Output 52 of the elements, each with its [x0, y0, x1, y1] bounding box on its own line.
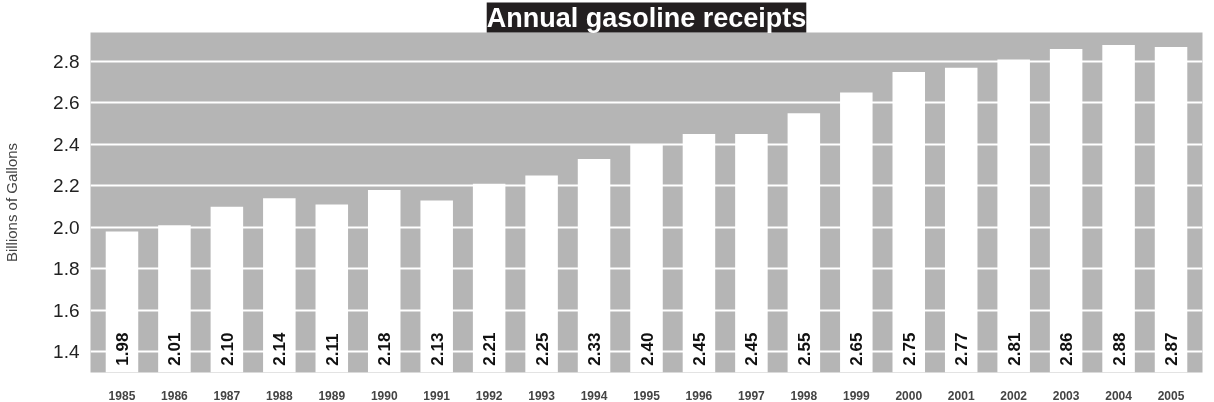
x-tick-label: 1996	[685, 388, 713, 402]
data-label: 2.65	[847, 332, 867, 366]
data-label: 2.77	[952, 332, 972, 366]
y-tick-label: 1.8	[53, 258, 80, 280]
x-tick-label: 1997	[738, 388, 766, 402]
data-label: 2.25	[532, 332, 552, 366]
data-label: 2.13	[427, 332, 447, 366]
data-label: 2.11	[322, 333, 342, 366]
x-tick-label: 1991	[423, 388, 451, 402]
x-tick-label: 1986	[161, 388, 189, 402]
x-tick-label: 1989	[318, 388, 346, 402]
x-tick-label: 1985	[108, 388, 136, 402]
data-label: 2.45	[689, 332, 709, 366]
data-label: 2.01	[165, 332, 185, 366]
data-label: 2.14	[270, 332, 290, 366]
x-tick-label: 2001	[947, 388, 975, 402]
x-tick-label: 1998	[790, 388, 818, 402]
x-tick-label: 1993	[528, 388, 556, 402]
data-label: 2.75	[899, 332, 919, 366]
x-tick-label: 2002	[1000, 388, 1028, 402]
data-label: 2.81	[1004, 332, 1024, 366]
data-label: 2.88	[1109, 332, 1129, 366]
x-tick-label: 1995	[633, 388, 661, 402]
x-tick-label: 2005	[1157, 388, 1185, 402]
data-label: 2.86	[1057, 332, 1077, 366]
x-tick-label: 1999	[842, 388, 870, 402]
data-label: 2.55	[794, 332, 814, 366]
x-tick-label: 2000	[895, 388, 923, 402]
chart-title: Annual gasoline receipts	[486, 2, 807, 33]
x-tick-label: 2003	[1052, 388, 1080, 402]
y-tick-label: 1.4	[53, 341, 80, 363]
y-tick-label: 2.8	[53, 51, 80, 73]
x-tick-label: 1994	[580, 388, 608, 402]
x-tick-label: 2004	[1105, 388, 1133, 402]
x-tick-label: 1990	[370, 388, 398, 402]
data-label: 2.21	[480, 332, 500, 366]
x-tick-label: 1988	[265, 388, 293, 402]
y-tick-label: 2.6	[53, 92, 80, 114]
data-label: 2.40	[637, 332, 657, 366]
y-tick-label: 1.6	[53, 299, 80, 321]
data-label: 1.98	[112, 332, 132, 366]
x-tick-label: 1992	[475, 388, 503, 402]
data-label: 2.10	[217, 332, 237, 366]
data-label: 2.18	[375, 332, 395, 366]
data-label: 2.33	[585, 332, 605, 366]
x-tick-label: 1987	[213, 388, 241, 402]
y-tick-label: 2.4	[53, 133, 80, 155]
y-axis-title: Billions of Gallons	[3, 142, 21, 263]
y-tick-label: 2.2	[53, 175, 80, 197]
data-label: 2.45	[742, 332, 762, 366]
data-label: 2.87	[1162, 332, 1182, 366]
y-tick-label: 2.0	[53, 216, 80, 238]
